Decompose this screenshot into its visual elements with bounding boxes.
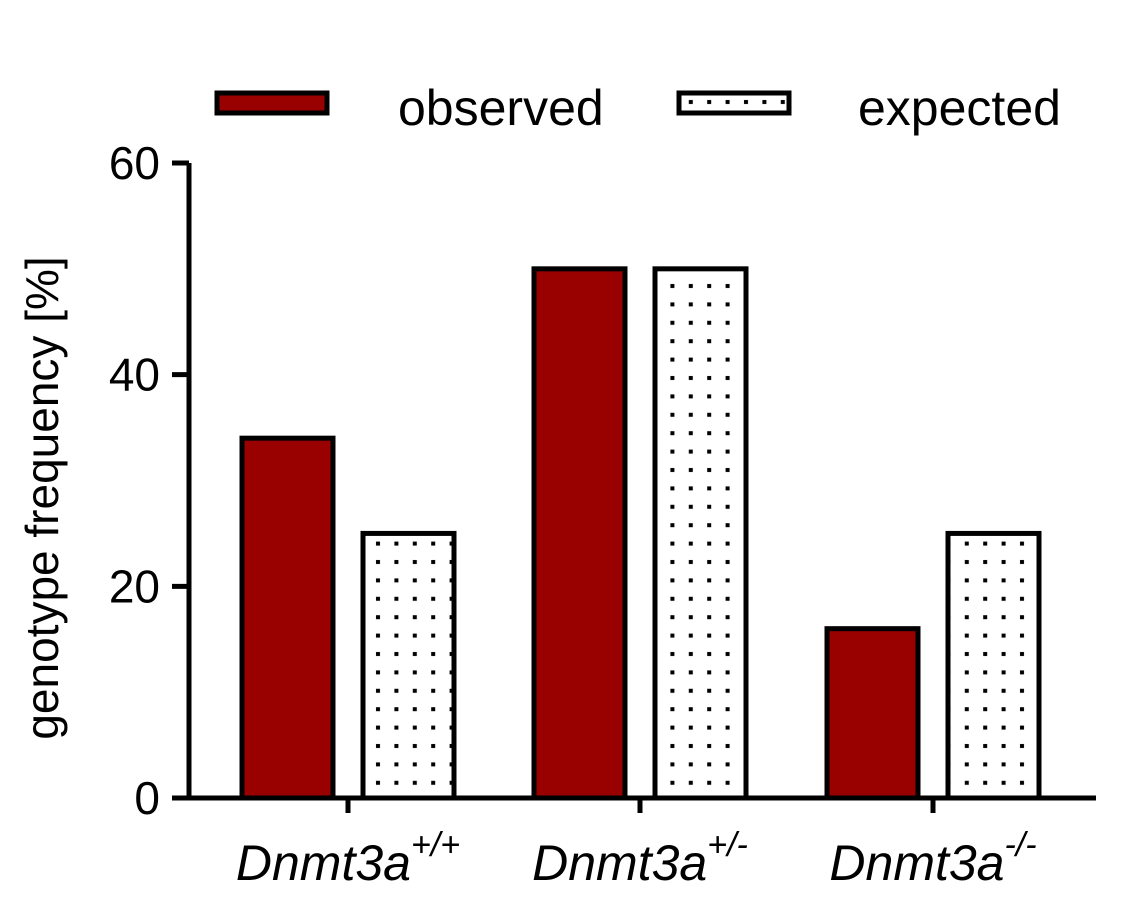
legend-item-observed: observed xyxy=(214,80,604,136)
bars xyxy=(239,266,1042,801)
x-tick-label-2: Dnmt3a+/- xyxy=(532,826,748,891)
y-tick-label: 40 xyxy=(109,349,160,401)
legend-item-expected: expected xyxy=(676,80,1061,136)
axes xyxy=(172,163,1096,801)
legend-swatch-observed xyxy=(214,90,330,116)
y-tick-label: 60 xyxy=(109,137,160,189)
bar-expected-1 xyxy=(360,530,457,801)
x-tick-label-3: Dnmt3a-/- xyxy=(829,826,1036,891)
bar-expected-2 xyxy=(652,266,749,801)
legend: observed expected xyxy=(214,80,1061,136)
y-tick-label: 20 xyxy=(109,560,160,612)
legend-swatch-expected xyxy=(676,90,792,116)
x-tick-label-1: Dnmt3a+/+ xyxy=(236,826,460,891)
y-ticks: 0 20 40 60 xyxy=(109,137,189,824)
legend-label-observed: observed xyxy=(398,80,604,136)
bar-observed-1 xyxy=(239,435,336,801)
x-ticks: Dnmt3a+/+ Dnmt3a+/- Dnmt3a-/- xyxy=(236,798,1037,891)
bar-expected-3 xyxy=(945,530,1042,801)
bar-observed-2 xyxy=(531,266,628,801)
bar-observed-3 xyxy=(824,626,921,801)
legend-label-expected: expected xyxy=(858,80,1061,136)
y-tick-label: 0 xyxy=(134,772,160,824)
y-axis-title: genotype frequency [%] xyxy=(16,256,68,739)
